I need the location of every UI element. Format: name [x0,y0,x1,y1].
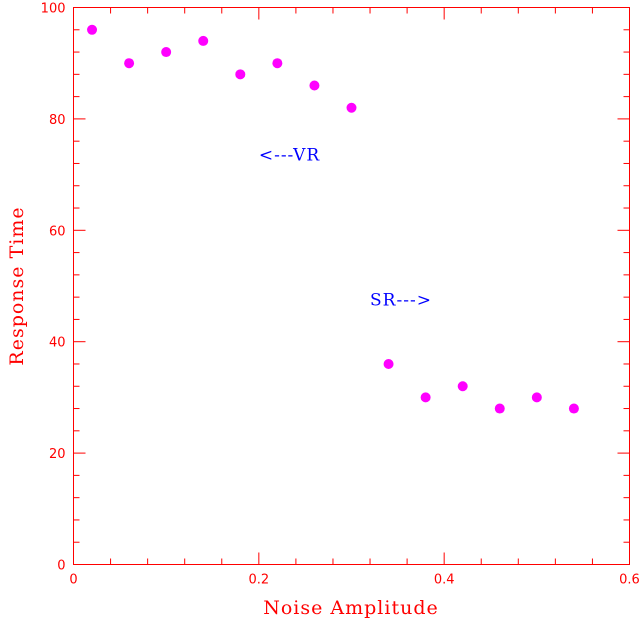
data-point [494,403,505,414]
data-point [161,47,172,58]
data-point [124,58,135,69]
y-tick-label: 40 [49,336,66,351]
data-point [198,35,209,46]
y-axis-title: Response Time [6,206,28,365]
x-tick-label: 0.2 [248,573,269,588]
y-tick-label: 100 [41,2,66,17]
ticks-layer [73,7,630,565]
labels-layer: 0 0.2 0.4 0.6 0 20 40 60 80 100 <---VR SR---> [41,2,640,588]
y-tick-label: 0 [57,559,65,574]
data-point [272,58,283,69]
annotation-label: <---VR [259,146,321,166]
data-point [457,381,468,392]
data-point [346,102,357,113]
data-point [235,69,246,80]
data-point [383,358,394,369]
x-tick-label: 0.4 [434,573,455,588]
y-tick-label: 80 [49,113,66,128]
data-point [420,392,431,403]
data-point [568,403,579,414]
y-tick-label: 20 [49,447,66,462]
x-tick-label: 0.6 [619,573,640,588]
y-tick-label: 60 [49,224,66,239]
data-point [309,80,320,91]
x-tick-label: 0 [69,573,77,588]
annotation-label: SR---> [370,290,432,310]
points-layer [87,24,579,414]
x-axis-title: Noise Amplitude [263,597,439,619]
data-point [531,392,542,403]
plot-frame [73,7,630,565]
data-point [87,24,98,35]
